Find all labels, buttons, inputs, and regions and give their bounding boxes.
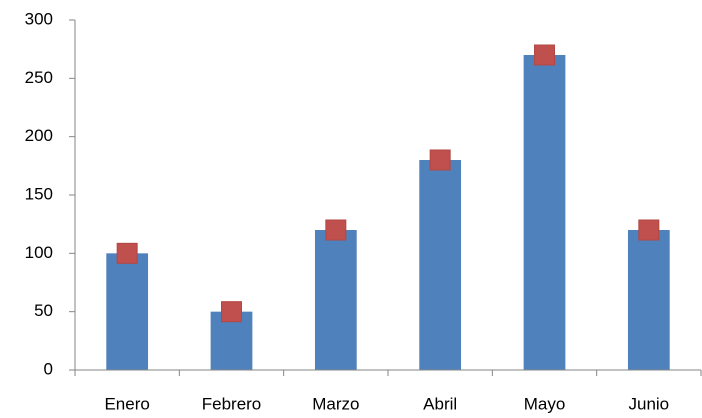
- marker: [638, 219, 660, 241]
- bar: [419, 160, 462, 370]
- y-tick-label: 250: [25, 68, 53, 87]
- bar: [314, 230, 357, 370]
- x-tick-label: Mayo: [524, 394, 566, 413]
- y-tick-label: 150: [25, 184, 53, 203]
- x-tick-label: Enero: [104, 394, 149, 413]
- y-tick-label: 100: [25, 243, 53, 262]
- y-tick-label: 50: [34, 301, 53, 320]
- y-tick-label: 300: [25, 9, 53, 28]
- x-tick-label: Abril: [423, 394, 457, 413]
- bar: [106, 253, 149, 370]
- y-tick-label: 0: [44, 359, 53, 378]
- marker: [325, 219, 347, 241]
- marker: [221, 301, 242, 323]
- bar: [627, 230, 670, 370]
- bar: [523, 55, 566, 370]
- marker: [116, 242, 138, 264]
- x-tick-label: Febrero: [202, 394, 262, 413]
- y-tick-label: 200: [25, 126, 53, 145]
- marker: [429, 149, 451, 171]
- marker: [534, 44, 555, 66]
- x-tick-label: Junio: [629, 394, 670, 413]
- x-tick-label: Marzo: [312, 394, 359, 413]
